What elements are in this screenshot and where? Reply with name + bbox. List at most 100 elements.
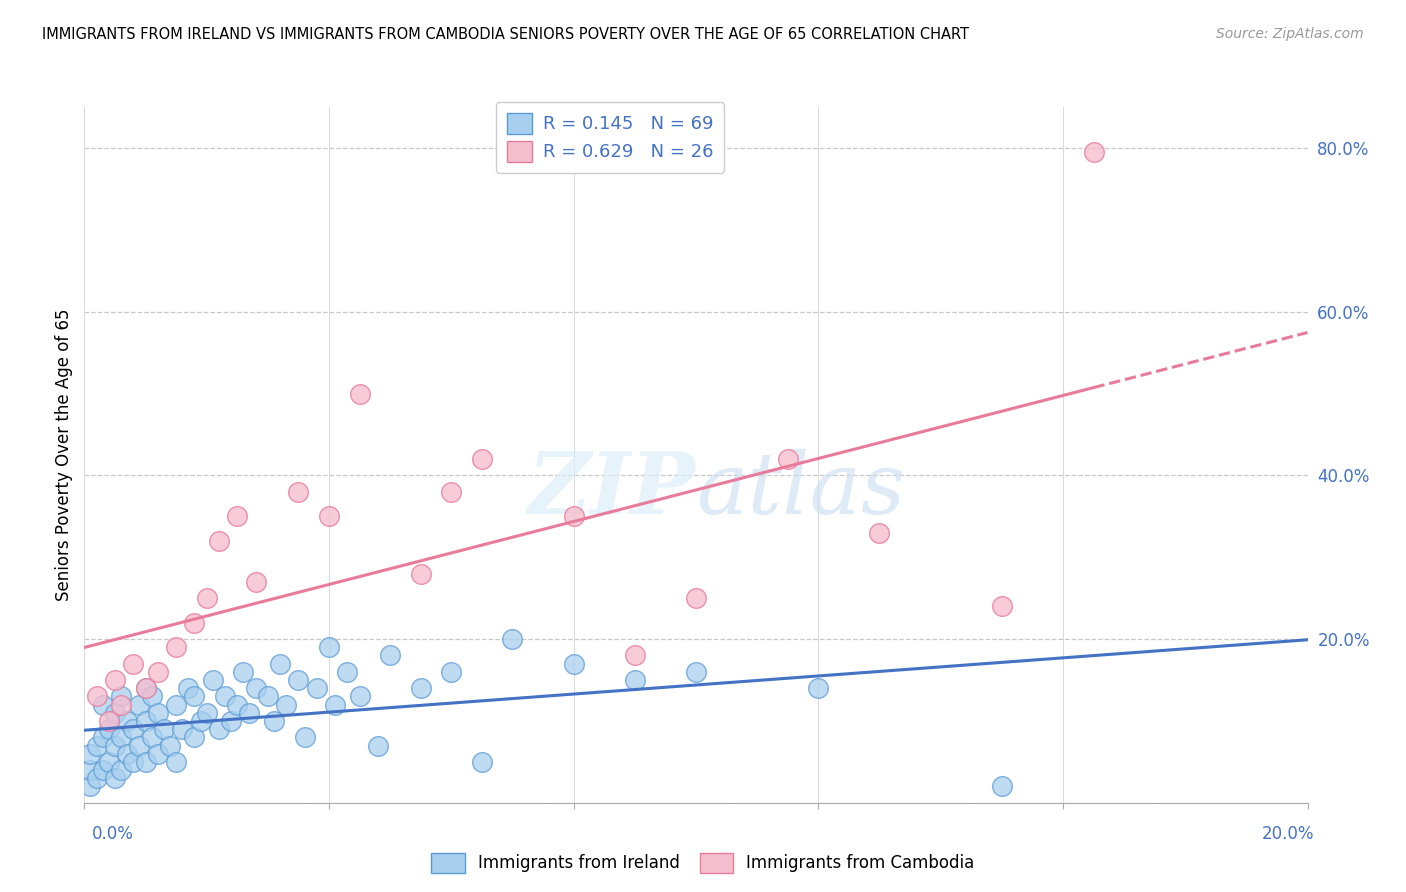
- Text: 0.0%: 0.0%: [91, 825, 134, 843]
- Point: [104, 771, 127, 785]
- Point: [86, 739, 108, 753]
- Point: [269, 657, 291, 671]
- Point: [562, 509, 585, 524]
- Legend: R = 0.145   N = 69, R = 0.629   N = 26: R = 0.145 N = 69, R = 0.629 N = 26: [496, 103, 724, 173]
- Legend: Immigrants from Ireland, Immigrants from Cambodia: Immigrants from Ireland, Immigrants from…: [425, 847, 981, 880]
- Point: [104, 739, 127, 753]
- Point: [141, 731, 163, 745]
- Point: [190, 714, 212, 728]
- Text: IMMIGRANTS FROM IRELAND VS IMMIGRANTS FROM CAMBODIA SENIORS POVERTY OVER THE AGE: IMMIGRANTS FROM IRELAND VS IMMIGRANTS FR…: [42, 27, 969, 42]
- Point: [201, 673, 224, 687]
- Point: [624, 673, 647, 687]
- Point: [219, 714, 242, 728]
- Point: [195, 706, 218, 720]
- Point: [238, 706, 260, 720]
- Point: [195, 591, 218, 606]
- Text: Source: ZipAtlas.com: Source: ZipAtlas.com: [1216, 27, 1364, 41]
- Point: [294, 731, 316, 745]
- Point: [349, 386, 371, 401]
- Point: [141, 690, 163, 704]
- Point: [122, 755, 145, 769]
- Point: [183, 615, 205, 630]
- Point: [165, 698, 187, 712]
- Point: [226, 698, 249, 712]
- Point: [159, 739, 181, 753]
- Point: [440, 665, 463, 679]
- Y-axis label: Seniors Poverty Over the Age of 65: Seniors Poverty Over the Age of 65: [55, 309, 73, 601]
- Point: [1083, 145, 1105, 159]
- Point: [135, 755, 157, 769]
- Point: [135, 681, 157, 696]
- Point: [349, 690, 371, 704]
- Point: [287, 673, 309, 687]
- Point: [226, 509, 249, 524]
- Point: [177, 681, 200, 696]
- Point: [323, 698, 346, 712]
- Point: [336, 665, 359, 679]
- Point: [97, 755, 120, 769]
- Point: [115, 714, 138, 728]
- Point: [110, 690, 132, 704]
- Point: [183, 690, 205, 704]
- Point: [276, 698, 298, 712]
- Point: [183, 731, 205, 745]
- Point: [86, 771, 108, 785]
- Point: [409, 566, 432, 581]
- Point: [110, 698, 132, 712]
- Point: [128, 698, 150, 712]
- Text: 20.0%: 20.0%: [1263, 825, 1315, 843]
- Point: [135, 714, 157, 728]
- Point: [257, 690, 280, 704]
- Point: [624, 648, 647, 663]
- Point: [91, 698, 114, 712]
- Point: [79, 747, 101, 761]
- Point: [146, 706, 169, 720]
- Point: [471, 755, 494, 769]
- Point: [97, 714, 120, 728]
- Point: [502, 632, 524, 646]
- Point: [807, 681, 830, 696]
- Point: [122, 722, 145, 736]
- Point: [245, 574, 267, 589]
- Point: [776, 452, 799, 467]
- Text: ZIP: ZIP: [529, 448, 696, 532]
- Point: [287, 484, 309, 499]
- Point: [110, 763, 132, 777]
- Point: [245, 681, 267, 696]
- Point: [97, 722, 120, 736]
- Point: [214, 690, 236, 704]
- Point: [122, 657, 145, 671]
- Point: [153, 722, 176, 736]
- Point: [104, 673, 127, 687]
- Text: atlas: atlas: [696, 449, 905, 531]
- Point: [128, 739, 150, 753]
- Point: [91, 763, 114, 777]
- Point: [318, 640, 340, 655]
- Point: [471, 452, 494, 467]
- Point: [172, 722, 194, 736]
- Point: [685, 665, 707, 679]
- Point: [110, 731, 132, 745]
- Point: [146, 665, 169, 679]
- Point: [115, 747, 138, 761]
- Point: [79, 780, 101, 794]
- Point: [208, 722, 231, 736]
- Point: [263, 714, 285, 728]
- Point: [91, 731, 114, 745]
- Point: [135, 681, 157, 696]
- Point: [409, 681, 432, 696]
- Point: [79, 763, 101, 777]
- Point: [165, 755, 187, 769]
- Point: [991, 780, 1014, 794]
- Point: [440, 484, 463, 499]
- Point: [991, 599, 1014, 614]
- Point: [208, 533, 231, 548]
- Point: [305, 681, 328, 696]
- Point: [562, 657, 585, 671]
- Point: [380, 648, 402, 663]
- Point: [104, 706, 127, 720]
- Point: [869, 525, 891, 540]
- Point: [165, 640, 187, 655]
- Point: [86, 690, 108, 704]
- Point: [146, 747, 169, 761]
